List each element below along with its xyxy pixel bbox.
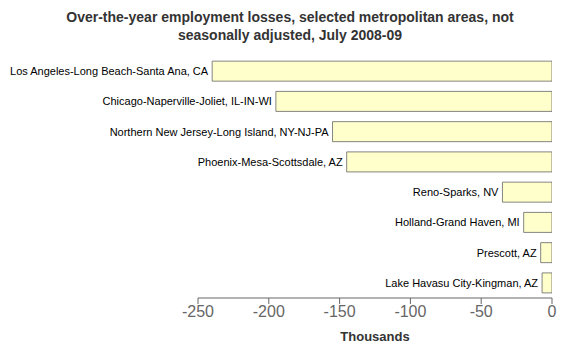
html-text:Over-the-year employment losse: Over-the-year employment losses, selecte…: [66, 9, 514, 43]
svg-text:-50: -50: [470, 303, 493, 320]
svg-text:Reno-Sparks, NV: Reno-Sparks, NV: [413, 186, 499, 198]
svg-text:Lake Havasu City-Kingman, AZ: Lake Havasu City-Kingman, AZ: [385, 277, 538, 289]
svg-text:Prescott, AZ: Prescott, AZ: [477, 247, 537, 259]
svg-text:0: 0: [548, 303, 557, 320]
svg-text:Thousands: Thousands: [340, 329, 409, 344]
svg-text:Holland-Grand Haven, MI: Holland-Grand Haven, MI: [395, 216, 520, 228]
svg-text:-200: -200: [253, 303, 285, 320]
svg-text:Phoenix-Mesa-Scottsdale, AZ: Phoenix-Mesa-Scottsdale, AZ: [198, 156, 343, 168]
svg-text:-250: -250: [182, 303, 214, 320]
svg-text:-100: -100: [394, 303, 426, 320]
svg-text:-150: -150: [324, 303, 356, 320]
svg-text:Los Angeles-Long Beach-Santa A: Los Angeles-Long Beach-Santa Ana, CA: [10, 65, 209, 77]
svg-text:Chicago-Naperville-Joliet, IL-: Chicago-Naperville-Joliet, IL-IN-WI: [103, 95, 272, 107]
svg-text:Northern New Jersey-Long Islan: Northern New Jersey-Long Island, NY-NJ-P…: [110, 126, 330, 138]
